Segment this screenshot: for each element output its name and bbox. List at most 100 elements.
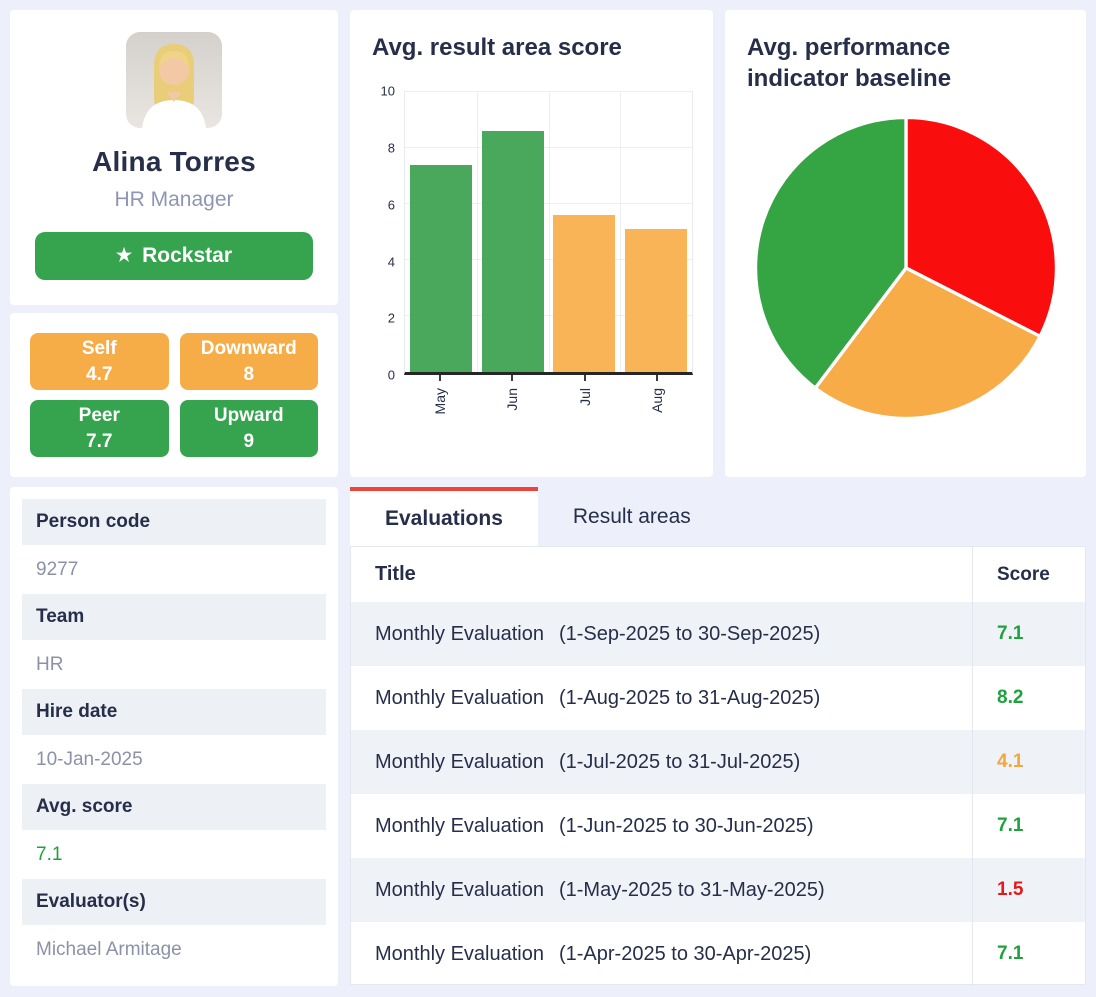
evaluation-period: (1-Aug-2025 to 31-Aug-2025) xyxy=(558,686,821,709)
v-gridline xyxy=(620,92,622,373)
evaluation-title: Monthly Evaluation xyxy=(375,814,544,837)
y-tick-label: 10 xyxy=(380,83,395,99)
table-row[interactable]: Monthly Evaluation (1-Jul-2025 to 31-Jul-… xyxy=(351,730,1085,794)
tick-mark xyxy=(439,375,442,382)
bottom-section: Person code 9277 Team HR Hire date 10-Jan-202… xyxy=(10,487,1086,986)
bar-series xyxy=(405,92,692,373)
tick-mark xyxy=(583,375,586,382)
evaluation-period: (1-Apr-2025 to 30-Apr-2025) xyxy=(558,942,812,965)
evaluation-title: Monthly Evaluation xyxy=(375,942,544,965)
evaluation-score: 7.1 xyxy=(972,922,1085,986)
rockstar-badge-button[interactable]: ★ Rockstar xyxy=(35,232,313,280)
evaluation-score: 7.1 xyxy=(972,794,1085,858)
h-gridline xyxy=(405,91,692,93)
evaluation-score: 4.1 xyxy=(972,730,1085,794)
bar-jul xyxy=(553,215,616,373)
evaluation-score: 7.1 xyxy=(972,602,1085,666)
tab-result-areas[interactable]: Result areas xyxy=(572,504,691,528)
table-row[interactable]: Monthly Evaluation (1-Jun-2025 to 30-Jun-… xyxy=(351,794,1085,858)
bar-slot xyxy=(405,92,477,373)
y-tick-label: 8 xyxy=(387,140,395,156)
table-header-row: Title Score xyxy=(351,547,1085,602)
profile-card: Alina Torres HR Manager ★ Rockstar xyxy=(10,10,338,305)
table-header-title: Title xyxy=(375,563,416,585)
evaluation-period: (1-May-2025 to 31-May-2025) xyxy=(558,878,825,901)
score-badge-label: Downward xyxy=(200,337,297,359)
score-badge-value: 9 xyxy=(243,430,255,452)
tab-evaluations[interactable]: Evaluations xyxy=(350,487,538,546)
x-tick-cell: May xyxy=(404,375,476,439)
tick-mark xyxy=(511,375,514,382)
detail-value: 7.1 xyxy=(36,844,63,865)
bar-plot xyxy=(404,91,693,376)
x-tick-label: Jul xyxy=(576,388,593,407)
evaluation-title-cell: Monthly Evaluation (1-Jul-2025 to 31-Jul-… xyxy=(351,730,972,794)
avatar xyxy=(126,32,222,128)
detail-label: Person code xyxy=(22,499,326,545)
evaluation-title: Monthly Evaluation xyxy=(375,622,544,645)
v-gridline xyxy=(548,92,550,373)
table-row[interactable]: Monthly Evaluation (1-May-2025 to 31-May-… xyxy=(351,858,1085,922)
score-badge-value: 7.7 xyxy=(86,430,113,452)
x-tick-cell: Aug xyxy=(621,375,693,439)
evaluation-score: 8.2 xyxy=(972,666,1085,730)
bar-slot xyxy=(477,92,549,373)
detail-label: Team xyxy=(22,594,326,640)
detail-value: HR xyxy=(36,654,64,675)
bar-chart-title: Avg. result area score xyxy=(372,34,622,61)
x-tick-label: Aug xyxy=(648,388,665,414)
bar-jun xyxy=(481,131,544,373)
top-section: Alina Torres HR Manager ★ Rockstar Self 4… xyxy=(10,10,1086,477)
x-tick-cell: Jun xyxy=(476,375,548,439)
details-list: Person code 9277 Team HR Hire date 10-Jan-202… xyxy=(10,487,338,986)
detail-value: Michael Armitage xyxy=(36,939,182,960)
score-badge-peer: Peer 7.7 xyxy=(30,400,169,457)
evaluation-period: (1-Sep-2025 to 30-Sep-2025) xyxy=(558,622,821,645)
score-badge-label: Self xyxy=(81,337,117,359)
person-name: Alina Torres xyxy=(92,146,256,177)
bar-x-axis: May Jun Jul Aug xyxy=(404,375,693,439)
pie-chart-card: Avg. performance indicator baseline xyxy=(725,10,1086,477)
tab-bar: Evaluations Result areas xyxy=(350,487,1086,546)
detail-label: Avg. score xyxy=(22,784,326,830)
detail-label: Hire date xyxy=(22,689,326,735)
pie-chart-title: Avg. performance indicator baseline xyxy=(747,34,952,93)
detail-label: Evaluator(s) xyxy=(22,879,326,925)
y-tick-label: 4 xyxy=(387,254,395,270)
bar-chart: 0 2 4 6 8 10 May Jun Jul Aug xyxy=(372,84,693,439)
evaluation-title-cell: Monthly Evaluation (1-Aug-2025 to 31-Aug-… xyxy=(351,666,972,730)
score-badge-label: Peer xyxy=(78,404,120,426)
table-row[interactable]: Monthly Evaluation (1-Sep-2025 to 30-Sep-… xyxy=(351,602,1085,666)
evaluation-period: (1-Jun-2025 to 30-Jun-2025) xyxy=(558,814,814,837)
v-gridline xyxy=(476,92,478,373)
table-header-score: Score xyxy=(972,547,1085,602)
table-row[interactable]: Monthly Evaluation (1-Apr-2025 to 30-Apr-… xyxy=(351,922,1085,986)
bar-aug xyxy=(625,229,688,373)
pie-slice-green xyxy=(753,116,908,391)
y-tick-label: 6 xyxy=(387,197,395,213)
table-row[interactable]: Monthly Evaluation (1-Aug-2025 to 31-Aug-… xyxy=(351,666,1085,730)
star-icon: ★ xyxy=(115,244,133,265)
evaluation-title: Monthly Evaluation xyxy=(375,878,544,901)
x-tick-label: Jun xyxy=(504,388,521,411)
x-tick-cell: Jul xyxy=(549,375,621,439)
evaluation-title-cell: Monthly Evaluation (1-Apr-2025 to 30-Apr-… xyxy=(351,922,972,986)
bar-plot-column: May Jun Jul Aug xyxy=(404,91,693,439)
pie-slice-amber xyxy=(813,266,1042,421)
bar-may xyxy=(409,165,472,373)
tick-mark xyxy=(655,375,658,382)
evaluation-title: Monthly Evaluation xyxy=(375,750,544,773)
pie-slice-red xyxy=(903,116,1058,339)
y-tick-label: 2 xyxy=(387,310,395,326)
detail-value: 9277 xyxy=(36,559,79,580)
score-badge-downward: Downward 8 xyxy=(179,333,318,390)
score-badges-grid: Self 4.7 Downward 8 Peer 7.7 Upward 9 xyxy=(10,313,338,477)
evaluation-title-cell: Monthly Evaluation (1-May-2025 to 31-May-… xyxy=(351,858,972,922)
rockstar-label: Rockstar xyxy=(142,244,233,267)
bar-slot xyxy=(620,92,692,373)
evaluation-title-cell: Monthly Evaluation (1-Jun-2025 to 30-Jun-… xyxy=(351,794,972,858)
y-tick-label: 0 xyxy=(387,367,395,383)
detail-value: 10-Jan-2025 xyxy=(36,749,143,770)
pie-svg xyxy=(753,116,1058,421)
evaluation-title: Monthly Evaluation xyxy=(375,686,544,709)
